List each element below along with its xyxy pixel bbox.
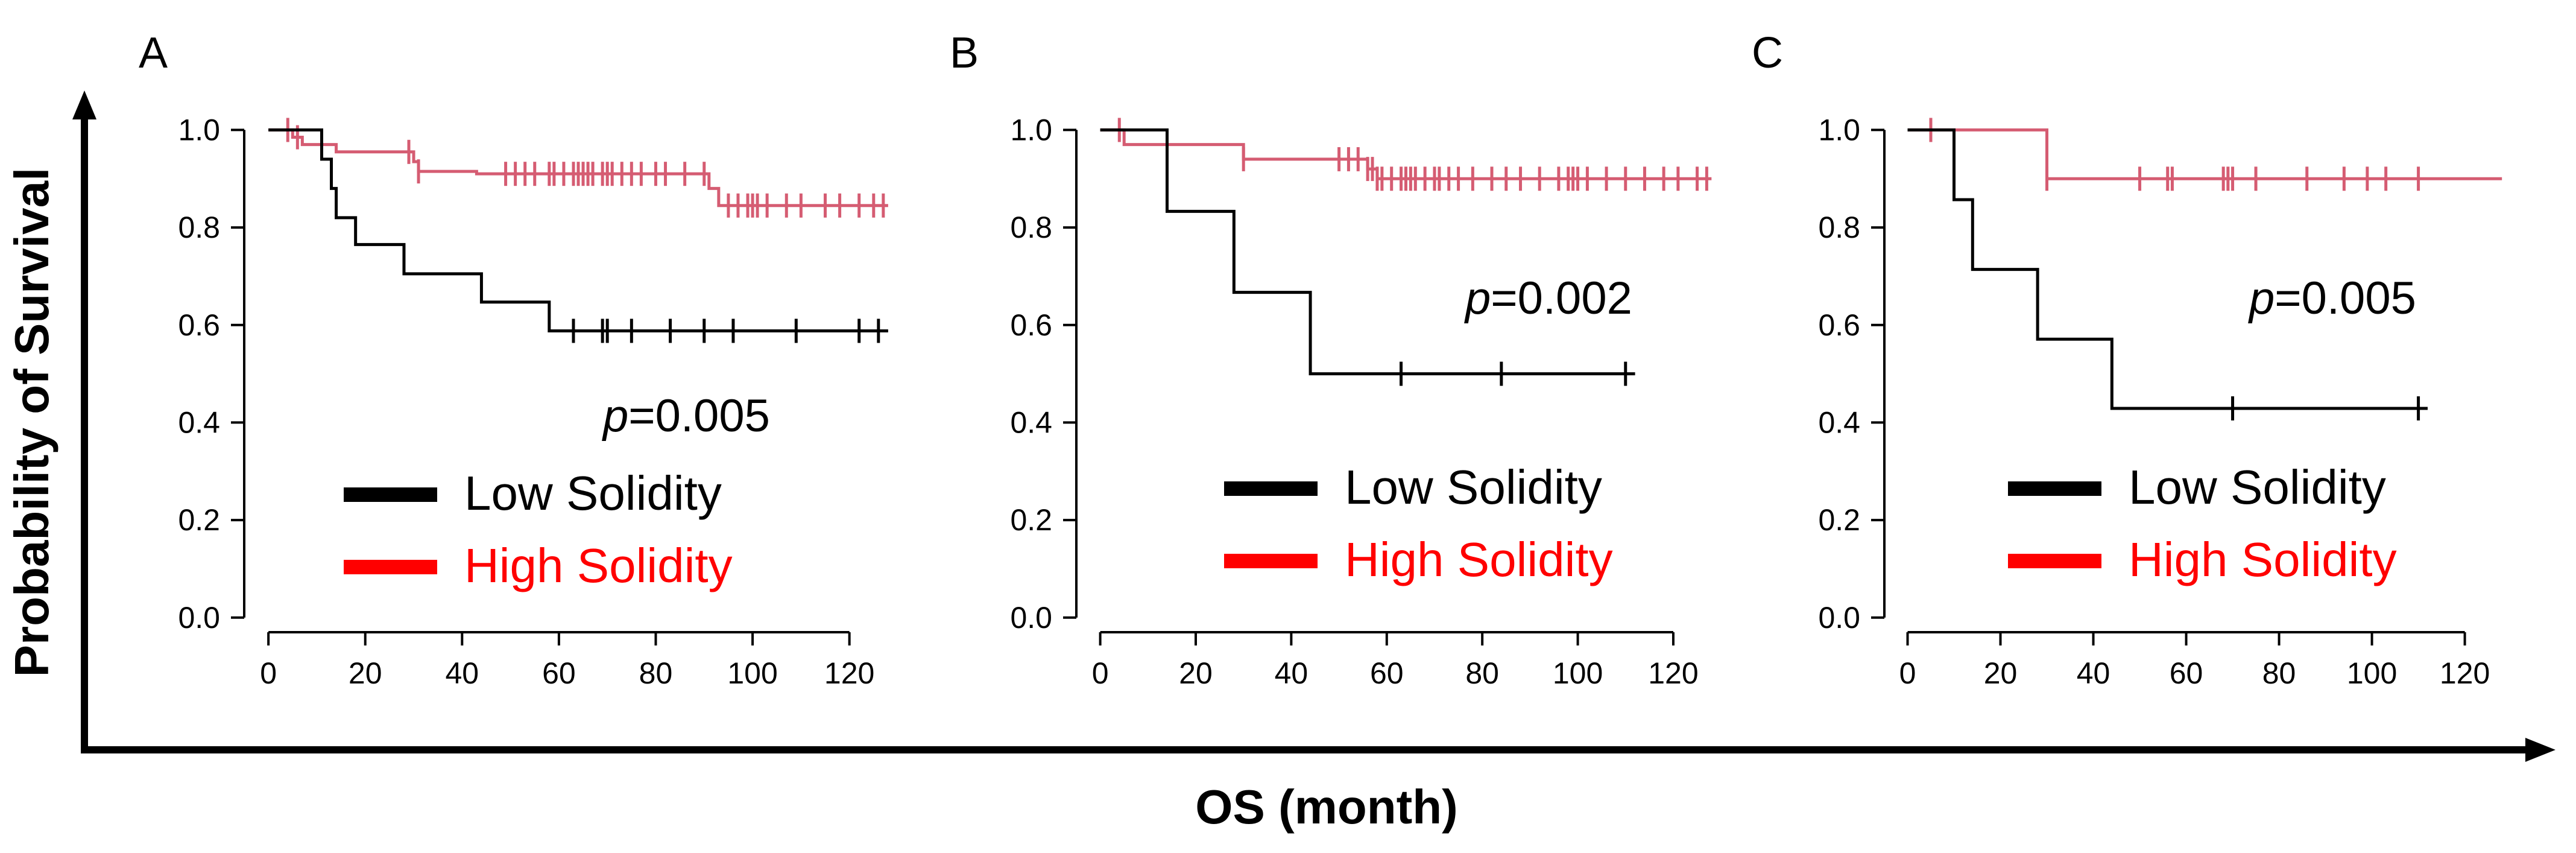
x-tick-label: 80 <box>1465 656 1499 690</box>
x-tick-label: 40 <box>1275 656 1309 690</box>
km-curve-high <box>1907 128 2502 180</box>
km-curve-low <box>1907 128 2428 410</box>
y-tick-label: 0.6 <box>1010 308 1052 342</box>
y-tick-label: 0.6 <box>1818 308 1860 342</box>
legend-label: High Solidity <box>1345 533 1613 586</box>
y-tick-label: 0.2 <box>1818 503 1860 537</box>
y-tick-label: 0.0 <box>178 601 220 635</box>
x-tick-label: 0 <box>260 656 277 690</box>
y-tick-label: 0.4 <box>178 405 220 439</box>
y-tick-label: 0.4 <box>1010 405 1052 439</box>
legend-label: High Solidity <box>2129 533 2397 586</box>
x-tick-label: 60 <box>542 656 576 690</box>
panel-c: C 0.0 0.2 0.4 0.6 0.8 1.0 0 20 40 60 80 100 120 p=0.00… <box>1752 29 2502 690</box>
y-tick-label: 0.6 <box>178 308 220 342</box>
x-tick-label: 100 <box>727 656 777 690</box>
y-tick-label: 1.0 <box>178 113 220 147</box>
x-tick-label: 20 <box>1984 656 2018 690</box>
km-curve-low <box>268 128 888 332</box>
y-tick-label: 0.8 <box>178 211 220 244</box>
y-tick-label: 0.8 <box>1010 211 1052 244</box>
x-tick-label: 60 <box>1370 656 1404 690</box>
x-tick-label: 120 <box>2440 656 2490 690</box>
panel-letter: A <box>139 29 168 77</box>
panel-b: B 0.0 0.2 0.4 0.6 0.8 1.0 0 20 40 60 80 100 120 p=0.00… <box>950 29 1712 690</box>
y-tick-label: 0.2 <box>178 503 220 537</box>
p-value: p=0.002 <box>1464 273 1632 324</box>
y-tick-label: 0.0 <box>1818 601 1860 635</box>
y-tick-label: 0.8 <box>1818 211 1860 244</box>
y-tick-label: 1.0 <box>1818 113 1860 147</box>
y-tick-label: 0.4 <box>1818 405 1860 439</box>
x-tick-label: 60 <box>2170 656 2203 690</box>
x-tick-label: 20 <box>1179 656 1213 690</box>
y-axis-title: Probability of Survival <box>5 168 58 677</box>
p-value: p=0.005 <box>2248 273 2416 324</box>
x-tick-label: 120 <box>824 656 874 690</box>
legend-label: Low Solidity <box>2129 460 2386 514</box>
km-curve-low <box>1100 128 1635 376</box>
outer-x-arrowhead <box>2525 738 2555 762</box>
x-tick-label: 0 <box>1899 656 1916 690</box>
legend-label: Low Solidity <box>464 466 722 520</box>
x-tick-label: 80 <box>2262 656 2296 690</box>
x-tick-label: 100 <box>1553 656 1603 690</box>
x-tick-label: 80 <box>639 656 673 690</box>
legend-label: Low Solidity <box>1345 460 1602 514</box>
outer-axes <box>72 90 2555 762</box>
y-tick-label: 1.0 <box>1010 113 1052 147</box>
x-tick-label: 120 <box>1648 656 1698 690</box>
panels: A 0.0 0.2 0.4 0.6 0.8 1.0 0 20 40 60 80 100 120 p=0.00… <box>139 29 2502 690</box>
panel-a: A 0.0 0.2 0.4 0.6 0.8 1.0 0 20 40 60 80 100 120 p=0.00… <box>139 29 888 690</box>
panel-letter: C <box>1752 29 1783 77</box>
x-tick-label: 20 <box>349 656 382 690</box>
y-tick-label: 0.0 <box>1010 601 1052 635</box>
p-value: p=0.005 <box>602 390 770 442</box>
panel-letter: B <box>950 29 979 77</box>
outer-y-arrowhead <box>72 90 96 119</box>
x-tick-label: 100 <box>2347 656 2397 690</box>
y-tick-label: 0.2 <box>1010 503 1052 537</box>
km-curve-high <box>268 128 888 208</box>
x-tick-label: 40 <box>446 656 479 690</box>
legend-label: High Solidity <box>464 539 733 592</box>
x-tick-label: 0 <box>1092 656 1109 690</box>
x-tick-label: 40 <box>2077 656 2110 690</box>
x-axis-title: OS (month) <box>1195 780 1457 834</box>
